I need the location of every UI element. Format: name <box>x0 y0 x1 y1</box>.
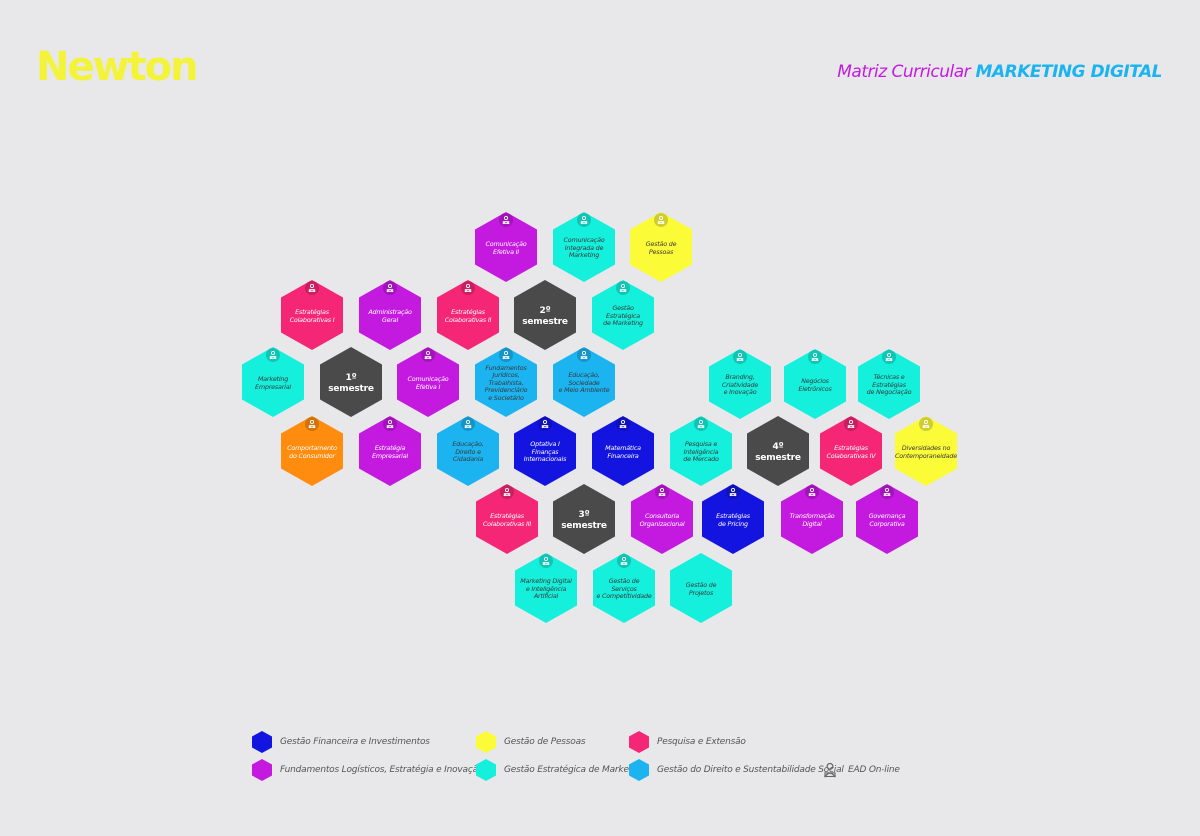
ead-online-icon <box>383 281 397 295</box>
course-label: Gestão de Pessoas <box>645 239 677 256</box>
course-label: Optativa I Finanças Internacionais <box>523 440 567 464</box>
course-label: Educação, Sociedade e Meio Ambiente <box>558 371 610 395</box>
page-title: Matriz Curricular MARKETING DIGITAL <box>837 62 1162 82</box>
ead-online-icon <box>577 348 591 362</box>
legend-label: Gestão Estratégica de Marketing <box>504 765 646 775</box>
legend-label: EAD On-line <box>848 765 900 775</box>
course-label: Administração Geral <box>368 307 412 324</box>
curriculum-matrix: 1º semestre 2º semestre 3º semestre 4º seme… <box>242 212 957 623</box>
ead-online-icon <box>882 350 896 364</box>
course-label: Estratégias Colaborativas IV <box>826 443 876 460</box>
ead-online-icon <box>461 417 475 431</box>
course-label: Marketing Empresarial <box>254 374 292 391</box>
course-label: Técnicas e Estratégias de Negociação <box>866 373 912 397</box>
legend-item-ead: EAD On-line <box>820 759 900 781</box>
ead-online-icon <box>654 213 668 227</box>
ead-online-icon <box>499 348 513 362</box>
legend-label: Gestão de Pessoas <box>504 737 586 747</box>
ead-online-icon <box>500 485 514 499</box>
legend-item-financeira: Gestão Financeira e Investimentos <box>252 731 430 753</box>
course-label: Estratégia Empresarial <box>371 443 409 460</box>
course-label: Comunicação Efetiva I <box>407 374 449 391</box>
course-label: Estratégias Colaborativas II <box>444 307 492 324</box>
course-label: Consultoria Organizacional <box>639 511 685 528</box>
ead-online-icon <box>726 485 740 499</box>
legend-item-direito: Gestão do Direito e Sustentabilidade Soc… <box>629 759 844 781</box>
ead-online-icon <box>808 350 822 364</box>
course-label: Marketing Digital e Inteligência Artific… <box>520 577 572 601</box>
ead-online-icon <box>616 281 630 295</box>
ead-online-icon <box>421 348 435 362</box>
course-label: Transformação Digital <box>789 511 835 528</box>
ead-online-icon <box>655 485 669 499</box>
ead-online-icon <box>805 485 819 499</box>
legend-swatch <box>252 731 272 753</box>
semester-label: 2º semestre <box>522 305 568 327</box>
legend-label: Pesquisa e Extensão <box>657 737 746 747</box>
ead-online-icon <box>616 417 630 431</box>
course-label: Comportamento do Consumidor <box>287 443 337 460</box>
course-label: Gestão de Serviços e Competitividade <box>596 577 652 601</box>
course-label: Diversidades no Contemporaneidade <box>895 443 957 460</box>
course-label: Comunicação Efetiva II <box>485 239 527 256</box>
course-label: Estratégias Colaborativas I <box>289 307 335 324</box>
course-label: Fundamentos Jurídicos, Trabalhista, Prev… <box>484 363 528 402</box>
course-label: Matemática Financeira <box>605 443 641 460</box>
legend-item-pessoas: Gestão de Pessoas <box>476 731 586 753</box>
ead-online-icon <box>305 281 319 295</box>
ead-online-icon <box>499 213 513 227</box>
course-label: Estratégias Colaborativas III <box>482 511 532 528</box>
legend-label: Gestão Financeira e Investimentos <box>280 737 430 747</box>
semester-label: 3º semestre <box>561 509 607 531</box>
course-label: Pesquisa e Inteligência de Mercado <box>683 440 719 464</box>
course-label: Estratégias de Pricing <box>716 511 750 528</box>
ead-online-icon <box>617 554 631 568</box>
course-hex-gproj: Gestão de Projetos <box>670 553 732 623</box>
course-label: Branding, Criatividade e Inovação <box>721 373 759 397</box>
ead-online-icon <box>919 417 933 431</box>
newton-logo: Newton <box>36 44 199 90</box>
ead-online-icon <box>461 281 475 295</box>
ead-online-icon <box>733 350 747 364</box>
legend-item-pesquisa: Pesquisa e Extensão <box>629 731 746 753</box>
course-label: Gestão de Projetos <box>685 580 717 597</box>
legend-item-marketing: Gestão Estratégica de Marketing <box>476 759 646 781</box>
course-label: Governança Corporativa <box>868 511 906 528</box>
legend-swatch <box>252 759 272 781</box>
legend-label: Fundamentos Logísticos, Estratégia e Ino… <box>280 765 484 775</box>
semester-hex-s2: 2º semestre <box>514 280 576 350</box>
legend-swatch <box>629 731 649 753</box>
semester-hex-s1: 1º semestre <box>320 347 382 417</box>
person-computer-icon <box>820 759 840 781</box>
legend-swatch <box>629 759 649 781</box>
semester-label: 4º semestre <box>755 441 801 463</box>
course-label: Gestão Estratégica de Marketing <box>603 304 643 328</box>
ead-online-icon <box>539 554 553 568</box>
ead-online-icon <box>538 417 552 431</box>
course-label: Educação, Direito e Cidadania <box>452 440 484 464</box>
ead-online-icon <box>577 213 591 227</box>
semester-hex-s4: 4º semestre <box>747 416 809 486</box>
legend-swatch <box>476 731 496 753</box>
ead-online-icon <box>880 485 894 499</box>
ead-online-icon <box>694 417 708 431</box>
semester-hex-s3: 3º semestre <box>553 484 615 554</box>
title-prefix: Matriz Curricular <box>837 62 971 82</box>
semester-label: 1º semestre <box>328 372 374 394</box>
ead-online-icon <box>383 417 397 431</box>
ead-online-icon <box>305 417 319 431</box>
legend-label: Gestão do Direito e Sustentabilidade Soc… <box>657 765 844 775</box>
course-label: Comunicação Integrada de Marketing <box>563 236 605 260</box>
legend-swatch <box>476 759 496 781</box>
course-label: Negócios Eletrônicos <box>798 376 832 393</box>
ead-online-icon <box>266 348 280 362</box>
title-course: MARKETING DIGITAL <box>975 62 1163 82</box>
ead-online-icon <box>844 417 858 431</box>
legend-item-logisticos: Fundamentos Logísticos, Estratégia e Ino… <box>252 759 483 781</box>
